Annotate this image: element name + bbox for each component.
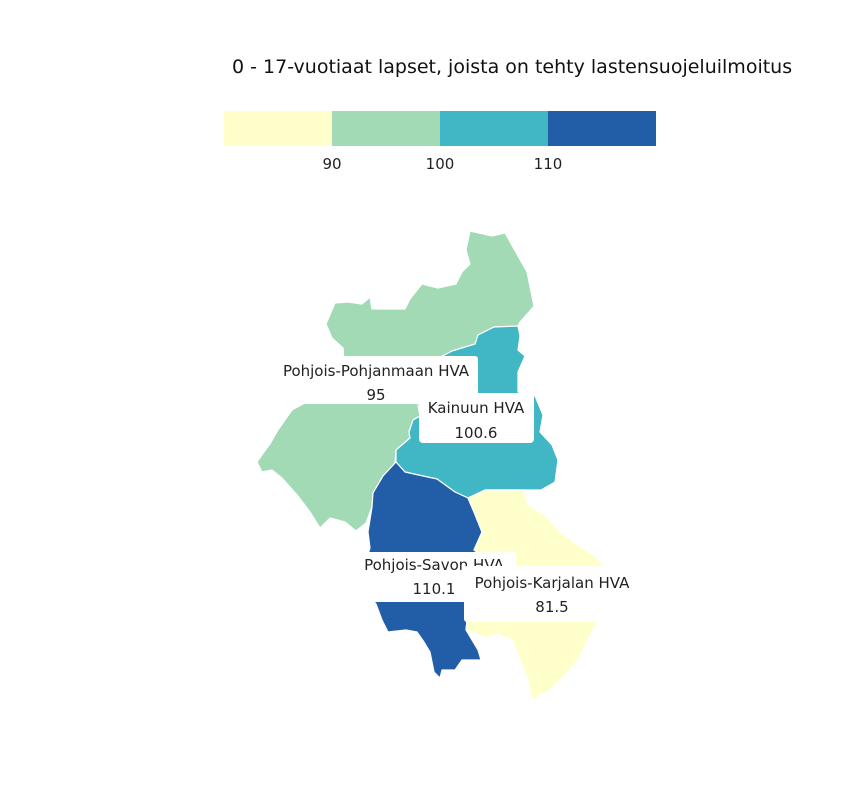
legend-swatch-1	[224, 111, 332, 146]
legend-tick-100: 100	[426, 155, 455, 173]
legend-tick-90: 90	[322, 155, 341, 173]
label-box-kainuu	[419, 393, 534, 443]
legend-swatch-4	[548, 111, 656, 146]
region-value-pohjois-karjala: 81.5	[535, 598, 568, 616]
region-value-pohjois-pohjanmaa: 95	[366, 386, 385, 404]
label-box-pohjois-karjala	[464, 566, 640, 622]
region-value-kainuu: 100.6	[455, 424, 498, 442]
region-value-pohjois-savo: 110.1	[413, 580, 456, 598]
map-title: 0 - 17-vuotiaat lapset, joista on tehty …	[232, 56, 793, 78]
color-legend: 90 100 110	[224, 111, 656, 173]
legend-swatch-3	[440, 111, 548, 146]
region-name-kainuu: Kainuun HVA	[428, 399, 525, 417]
label-box-pohjois-pohjanmaa	[274, 356, 478, 404]
region-name-pohjois-karjala: Pohjois-Karjalan HVA	[475, 574, 630, 592]
legend-swatch-2	[332, 111, 440, 146]
region-name-pohjois-pohjanmaa: Pohjois-Pohjanmaan HVA	[283, 362, 470, 380]
legend-tick-110: 110	[534, 155, 563, 173]
